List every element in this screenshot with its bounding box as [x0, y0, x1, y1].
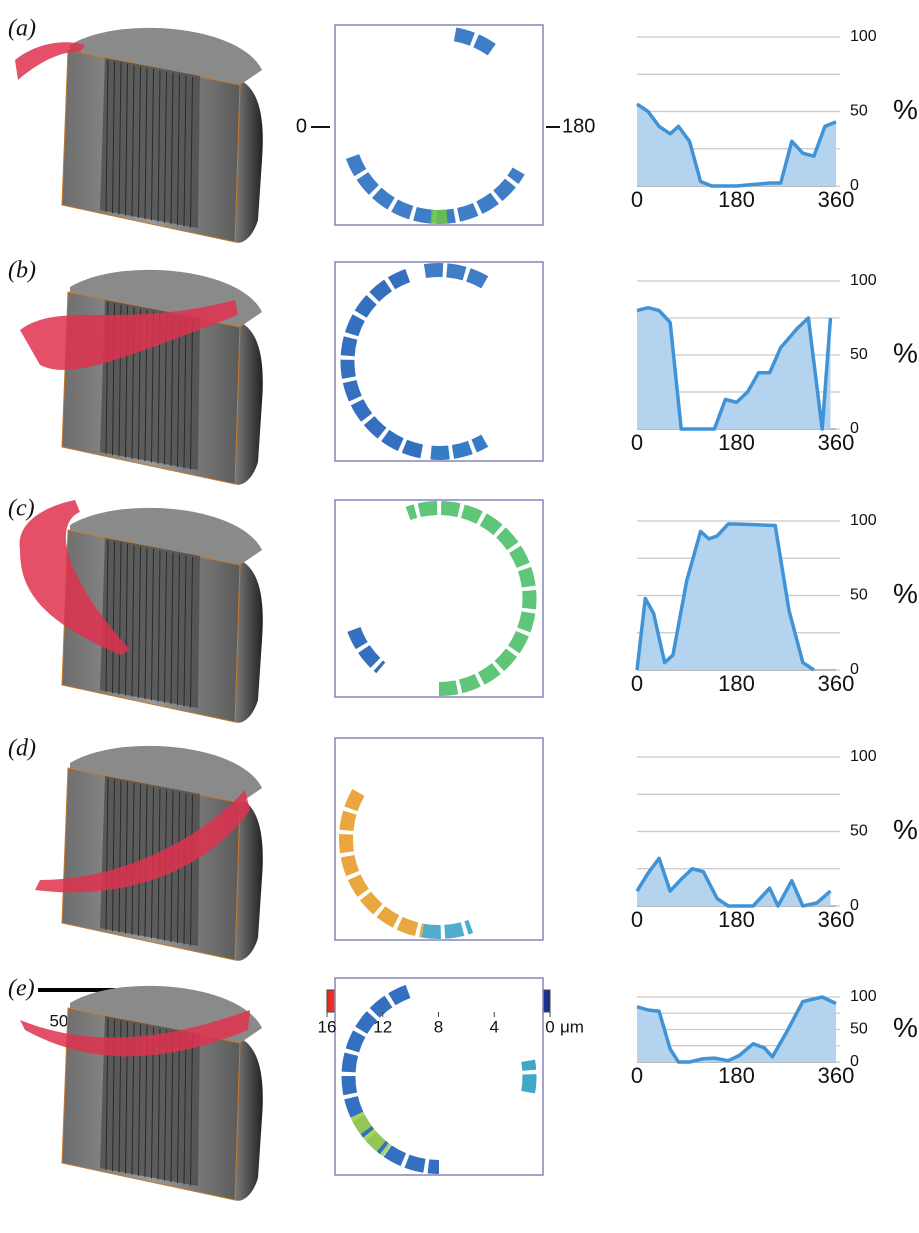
- y-axis-label: %: [893, 578, 918, 609]
- sample-rendering: [20, 270, 263, 485]
- figure: 0 180 500 μm (a)(b)(c)(d)(e)1612840μm050…: [0, 0, 919, 1233]
- map-frame: [335, 25, 543, 225]
- x-tick-label: 180: [718, 671, 755, 696]
- x-tick-label: 360: [818, 187, 855, 212]
- colorbar-tick-label: 0: [545, 1017, 554, 1036]
- colorbar-tick-label: 8: [434, 1017, 443, 1036]
- y-tick-label: 100: [850, 988, 877, 1005]
- x-tick-label: 180: [718, 907, 755, 932]
- sample-rendering: [20, 500, 263, 723]
- map-angle-label: 180: [562, 115, 595, 137]
- page: 0 180 500 μm (a)(b)(c)(d)(e)1612840μm050…: [0, 0, 919, 1233]
- y-tick-label: 50: [850, 823, 868, 840]
- y-axis-label: %: [893, 94, 918, 125]
- y-tick-label: 50: [850, 1021, 868, 1038]
- x-tick-label: 0: [631, 1063, 643, 1088]
- colorbar-tick-label: 16: [318, 1017, 337, 1036]
- y-axis-label: %: [893, 337, 918, 368]
- x-tick-label: 0: [631, 187, 643, 212]
- map-angle-label: 0: [296, 115, 307, 137]
- colorbar-unit: μm: [560, 1017, 584, 1036]
- y-tick-label: 100: [850, 512, 877, 529]
- x-tick-label: 360: [818, 1063, 855, 1088]
- x-tick-label: 360: [818, 430, 855, 455]
- map-frame: [335, 738, 543, 940]
- x-tick-label: 180: [718, 430, 755, 455]
- y-tick-label: 100: [850, 28, 877, 45]
- x-tick-label: 0: [631, 671, 643, 696]
- sample-rendering: [15, 28, 263, 243]
- y-tick-label: 50: [850, 587, 868, 604]
- map-frame: [335, 262, 543, 461]
- panel-label: (e): [8, 976, 35, 1002]
- y-tick-label: 50: [850, 103, 868, 120]
- thickness-map: [335, 262, 543, 461]
- thickness-map: [335, 500, 543, 697]
- y-axis-label: %: [893, 1012, 918, 1043]
- colorbar-tick-label: 4: [490, 1017, 499, 1036]
- panel-label: (a): [8, 16, 36, 42]
- map-frame: [335, 500, 543, 697]
- x-tick-label: 360: [818, 907, 855, 932]
- x-tick-label: 180: [718, 1063, 755, 1088]
- colorbar-tick-label: 12: [373, 1017, 392, 1036]
- panel-label: (c): [8, 496, 35, 522]
- map-frame: [335, 978, 543, 1175]
- y-tick-label: 50: [850, 346, 868, 363]
- area-fill: [637, 104, 836, 186]
- x-tick-label: 360: [818, 671, 855, 696]
- panel-label: (b): [8, 258, 36, 284]
- thickness-map: [335, 978, 543, 1175]
- x-tick-label: 0: [631, 907, 643, 932]
- panel-label: (d): [8, 736, 36, 762]
- thickness-map: [335, 738, 543, 940]
- thickness-map: [335, 25, 543, 225]
- y-axis-label: %: [893, 814, 918, 845]
- y-tick-label: 100: [850, 748, 877, 765]
- x-tick-label: 180: [718, 187, 755, 212]
- thickness-arc: [528, 1061, 529, 1092]
- sample-rendering: [35, 746, 263, 961]
- x-tick-label: 0: [631, 430, 643, 455]
- y-tick-label: 100: [850, 272, 877, 289]
